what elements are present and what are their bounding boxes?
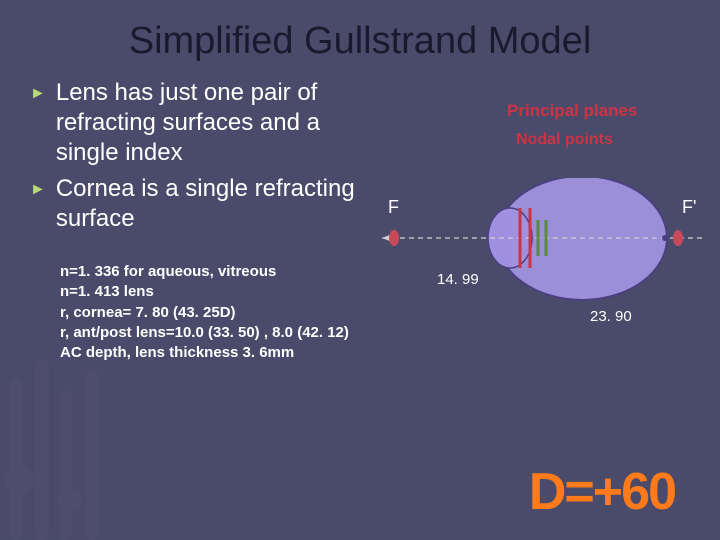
bg-ornament bbox=[0, 340, 180, 540]
bullet-text: Lens has just one pair of refracting sur… bbox=[56, 78, 370, 168]
bullet-text: Cornea is a single refracting surface bbox=[56, 174, 370, 234]
distance-right: 23. 90 bbox=[590, 308, 632, 325]
bullet-marker-icon: ► bbox=[30, 181, 46, 199]
bullet-marker-icon: ► bbox=[30, 85, 46, 103]
power-formula: D=+60 bbox=[529, 462, 675, 522]
bullet-item: ► Cornea is a single refracting surface bbox=[30, 174, 370, 234]
principal-planes-label: Principal planes bbox=[507, 101, 637, 121]
bullet-list: ► Lens has just one pair of refracting s… bbox=[30, 78, 370, 234]
bullet-item: ► Lens has just one pair of refracting s… bbox=[30, 78, 370, 168]
nodal-points-label: Nodal points bbox=[516, 131, 613, 149]
distance-left: 14. 99 bbox=[437, 271, 479, 288]
eye-svg bbox=[382, 178, 702, 328]
content-area: ► Lens has just one pair of refracting s… bbox=[0, 78, 720, 363]
eye-diagram: Principal planes Nodal points F F' 14. bbox=[382, 83, 702, 383]
slide-title: Simplified Gullstrand Model bbox=[0, 0, 720, 78]
